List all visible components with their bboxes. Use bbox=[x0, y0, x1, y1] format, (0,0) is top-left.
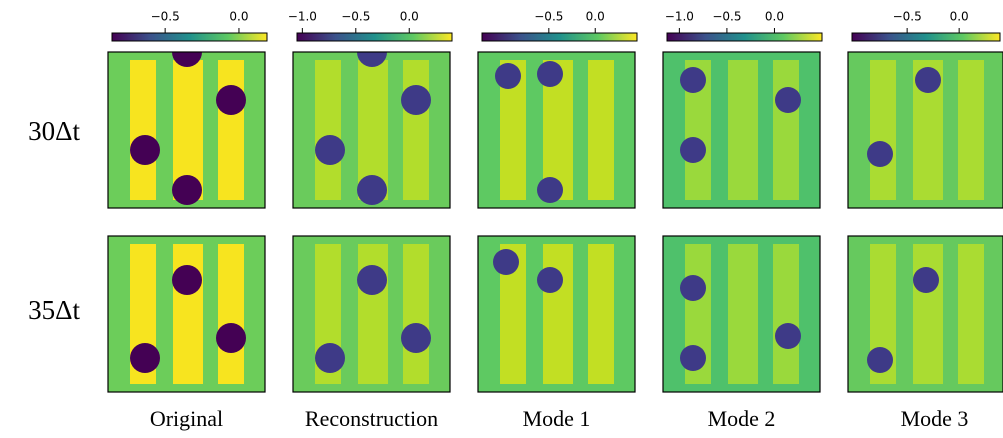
stripe bbox=[728, 244, 758, 384]
stripe bbox=[130, 60, 156, 200]
heatmap-content bbox=[848, 52, 1003, 208]
stripe bbox=[913, 244, 943, 384]
stripe bbox=[218, 60, 244, 200]
stripe bbox=[728, 60, 758, 200]
blob bbox=[680, 67, 706, 93]
heatmap-content bbox=[663, 52, 820, 208]
colorbar-tick-label: −1.0 bbox=[288, 10, 317, 24]
blob bbox=[401, 323, 431, 353]
heatmap bbox=[293, 236, 450, 392]
colorbar-tick-label: −0.5 bbox=[712, 10, 741, 24]
heatmap bbox=[108, 37, 265, 208]
row-label: 35Δt bbox=[28, 295, 80, 325]
stripe bbox=[403, 244, 429, 384]
panel-title: Reconstruction bbox=[305, 406, 438, 431]
colorbar-tick-label: 0.0 bbox=[950, 10, 969, 24]
blob bbox=[130, 343, 160, 373]
blob bbox=[315, 343, 345, 373]
blob bbox=[357, 175, 387, 205]
stripe bbox=[173, 244, 203, 384]
heatmap bbox=[108, 236, 265, 392]
heatmap bbox=[663, 236, 820, 392]
colorbar-tick-label: 0.0 bbox=[229, 10, 248, 24]
heatmap bbox=[848, 52, 1003, 208]
stripe bbox=[588, 60, 614, 200]
blob bbox=[867, 347, 893, 373]
heatmap-content bbox=[848, 236, 1003, 392]
colorbar-tick-label: −0.5 bbox=[341, 10, 370, 24]
stripe bbox=[218, 244, 244, 384]
colorbar bbox=[852, 33, 1000, 41]
blob bbox=[680, 137, 706, 163]
colorbar-tick-label: 0.0 bbox=[400, 10, 419, 24]
panel-title: Original bbox=[150, 406, 223, 431]
blob bbox=[680, 345, 706, 371]
heatmap-content bbox=[663, 236, 820, 392]
row-label: 30Δt bbox=[28, 116, 80, 146]
blob bbox=[915, 67, 941, 93]
panel-title: Mode 1 bbox=[523, 406, 591, 431]
stripe bbox=[773, 244, 799, 384]
colorbar-tick-label: −0.5 bbox=[534, 10, 563, 24]
colorbar-tick-label: 0.0 bbox=[765, 10, 784, 24]
stripe bbox=[958, 244, 984, 384]
stripe bbox=[870, 60, 896, 200]
blob bbox=[493, 249, 519, 275]
stripe bbox=[958, 60, 984, 200]
stripe bbox=[588, 244, 614, 384]
blob bbox=[401, 85, 431, 115]
heatmap-content bbox=[108, 37, 265, 208]
blob bbox=[537, 61, 563, 87]
heatmap-content bbox=[108, 236, 265, 392]
stripe bbox=[773, 60, 799, 200]
blob bbox=[913, 267, 939, 293]
heatmap-content bbox=[293, 236, 450, 392]
blob bbox=[172, 175, 202, 205]
figure: 30Δt 35Δt −0.5 0.0 Original −1.0 −0.5 0.0 Reco… bbox=[0, 0, 1003, 438]
blob bbox=[680, 275, 706, 301]
colorbar-tick-label: −0.5 bbox=[893, 10, 922, 24]
stripe bbox=[358, 244, 388, 384]
heatmap-content bbox=[478, 236, 635, 392]
blob bbox=[537, 177, 563, 203]
colorbar-tick-label: −1.0 bbox=[665, 10, 694, 24]
blob bbox=[775, 87, 801, 113]
blob bbox=[216, 323, 246, 353]
heatmap bbox=[848, 236, 1003, 392]
stripe bbox=[315, 60, 341, 200]
blob bbox=[130, 135, 160, 165]
colorbar bbox=[112, 33, 267, 41]
blob bbox=[775, 323, 801, 349]
blob bbox=[315, 135, 345, 165]
blob bbox=[867, 141, 893, 167]
colorbar bbox=[297, 33, 452, 41]
colorbar bbox=[667, 33, 822, 41]
panel-title: Mode 2 bbox=[708, 406, 776, 431]
colorbar-tick-label: −0.5 bbox=[151, 10, 180, 24]
heatmap bbox=[478, 236, 635, 392]
heatmap-content bbox=[293, 37, 450, 208]
blob bbox=[495, 63, 521, 89]
heatmap bbox=[293, 37, 450, 208]
blob bbox=[172, 265, 202, 295]
blob bbox=[216, 85, 246, 115]
colorbar bbox=[482, 33, 637, 41]
stripe bbox=[403, 60, 429, 200]
heatmap bbox=[478, 52, 635, 208]
heatmap bbox=[663, 52, 820, 208]
blob bbox=[357, 265, 387, 295]
panel-title: Mode 3 bbox=[901, 406, 969, 431]
heatmap-content bbox=[478, 52, 635, 208]
stripe bbox=[543, 244, 573, 384]
blob bbox=[537, 267, 563, 293]
colorbar-tick-label: 0.0 bbox=[586, 10, 605, 24]
